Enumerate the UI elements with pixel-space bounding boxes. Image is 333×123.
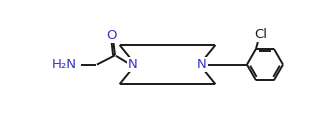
Text: O: O — [107, 29, 117, 42]
Text: H₂N: H₂N — [51, 58, 76, 71]
Text: N: N — [197, 58, 207, 71]
Text: N: N — [128, 58, 138, 71]
Text: Cl: Cl — [255, 28, 268, 41]
